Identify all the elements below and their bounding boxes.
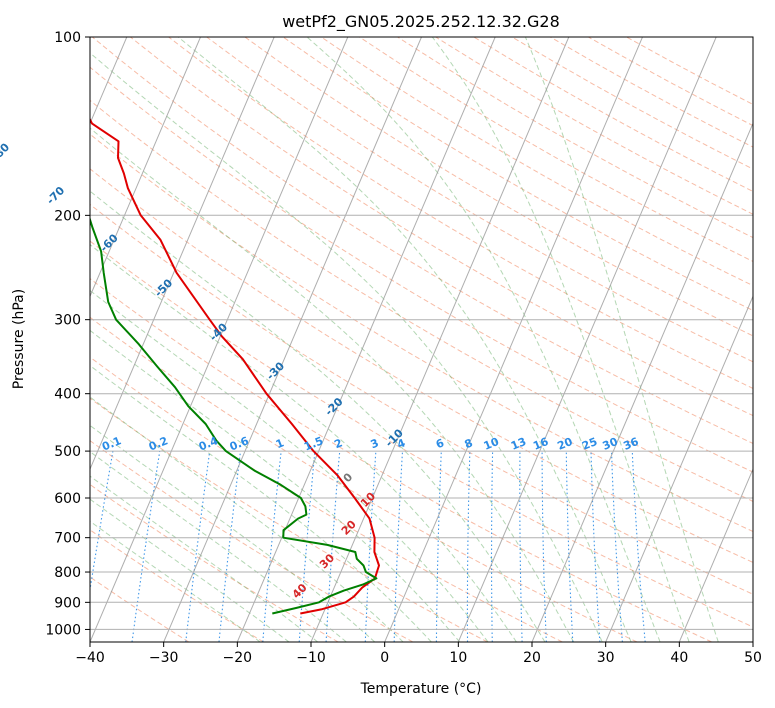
dry-adiabat	[282, 37, 753, 312]
x-axis-label: Temperature (°C)	[360, 681, 482, 697]
isotherm	[90, 37, 349, 642]
isotherm	[531, 122, 753, 642]
dewpoint-profile-line	[90, 216, 378, 615]
y-tick-label: 200	[54, 208, 81, 224]
mixing-ratio-line	[298, 451, 316, 642]
dry-adiabat	[90, 240, 753, 628]
moist-adiabat	[90, 424, 376, 642]
y-axis-label: Pressure (hPa)	[11, 289, 27, 389]
moist-adiabat	[90, 329, 461, 642]
moist-adiabat	[431, 37, 690, 642]
y-tick-label: 500	[54, 444, 81, 460]
x-tick-label: −20	[223, 650, 253, 666]
dry-adiabat-label: -80	[0, 140, 12, 163]
moist-adiabat	[90, 520, 261, 642]
mixing-ratio-label: 10	[482, 435, 501, 453]
isotherm	[752, 640, 753, 642]
x-tick-label: −40	[75, 650, 105, 666]
profile-lines	[90, 117, 380, 615]
dry-adiabat	[206, 37, 753, 363]
x-tick-label: 20	[523, 650, 541, 666]
y-tick-label: 800	[54, 565, 81, 581]
moist-adiabat	[90, 190, 546, 642]
y-tick-label: 300	[54, 313, 81, 329]
isotherm	[163, 37, 422, 642]
y-tick-label: 600	[54, 491, 81, 507]
x-tick-label: 50	[744, 650, 762, 666]
x-tick-label: 30	[597, 650, 615, 666]
isotherm	[310, 37, 570, 642]
moist-adiabat	[90, 127, 575, 642]
dry-adiabat	[90, 278, 712, 642]
moist-adiabat	[306, 37, 661, 642]
mixing-ratio-line	[185, 451, 211, 642]
dry-adiabat	[90, 529, 264, 642]
mixing-ratio-line	[262, 451, 282, 642]
mixing-ratio-label: 36	[621, 435, 640, 453]
moist-adiabat	[90, 451, 347, 642]
mixing-ratio-label: 3	[369, 436, 381, 451]
plot-frame	[89, 36, 754, 643]
axes: −40 −30 −20 −10 0 10 20 30 40 50 100 200 300 400 500 60…	[45, 30, 762, 666]
isotherm	[90, 37, 275, 471]
isotherm	[457, 37, 717, 642]
isotherm	[678, 467, 753, 642]
y-tick-label: 900	[54, 595, 81, 611]
y-tick-label: 100	[54, 30, 81, 46]
dry-adiabat-label: -70	[44, 184, 67, 207]
mixing-ratio-label: 2	[332, 436, 344, 451]
mixing-ratio-line	[631, 451, 646, 642]
dry-adiabat	[90, 99, 753, 502]
mixing-ratio-label: 1	[274, 436, 286, 451]
dry-adiabat	[90, 483, 339, 642]
moist-adiabat	[90, 289, 489, 642]
mixing-ratio-line	[90, 451, 114, 594]
x-tick-label: 0	[380, 650, 389, 666]
moist-adiabat	[90, 243, 517, 642]
mixing-ratio-label: 8	[463, 436, 475, 451]
mixing-ratio-label: 16	[531, 435, 550, 453]
isotherm	[605, 295, 753, 642]
mixing-ratio-label: 30	[601, 435, 620, 453]
mixing-ratio-line	[218, 451, 242, 642]
isotherm	[384, 37, 643, 642]
dry-adiabat	[90, 356, 563, 642]
moist-adiabat	[177, 37, 632, 642]
x-tick-label: 40	[670, 650, 688, 666]
y-tick-label: 700	[54, 531, 81, 547]
moist-adiabat	[90, 364, 432, 642]
dry-adiabat	[90, 66, 753, 473]
dry-adiabat	[90, 133, 753, 533]
mixing-ratio-label: 13	[509, 435, 528, 453]
x-tick-label: −10	[296, 650, 326, 666]
dry-adiabat	[168, 37, 753, 389]
x-tick-label: −30	[149, 650, 179, 666]
background-lines	[90, 37, 753, 642]
moist-adiabat	[90, 52, 603, 642]
mixing-ratio-label: 20	[555, 435, 574, 453]
moist-adiabat	[524, 37, 719, 642]
y-tick-label: 1000	[45, 622, 81, 638]
dry-adiabat	[90, 203, 753, 595]
isotherm	[90, 37, 201, 298]
chart-title: wetPf2_GN05.2025.252.12.32.G28	[282, 12, 560, 32]
isotherm	[236, 37, 496, 642]
dry-adiabat	[90, 397, 488, 642]
mixing-ratio-label: 25	[580, 435, 599, 453]
y-tick-label: 400	[54, 387, 81, 403]
x-tick-label: 10	[449, 650, 467, 666]
plot-background	[90, 37, 753, 642]
dry-adiabat	[90, 168, 753, 563]
dry-adiabat	[244, 37, 753, 337]
